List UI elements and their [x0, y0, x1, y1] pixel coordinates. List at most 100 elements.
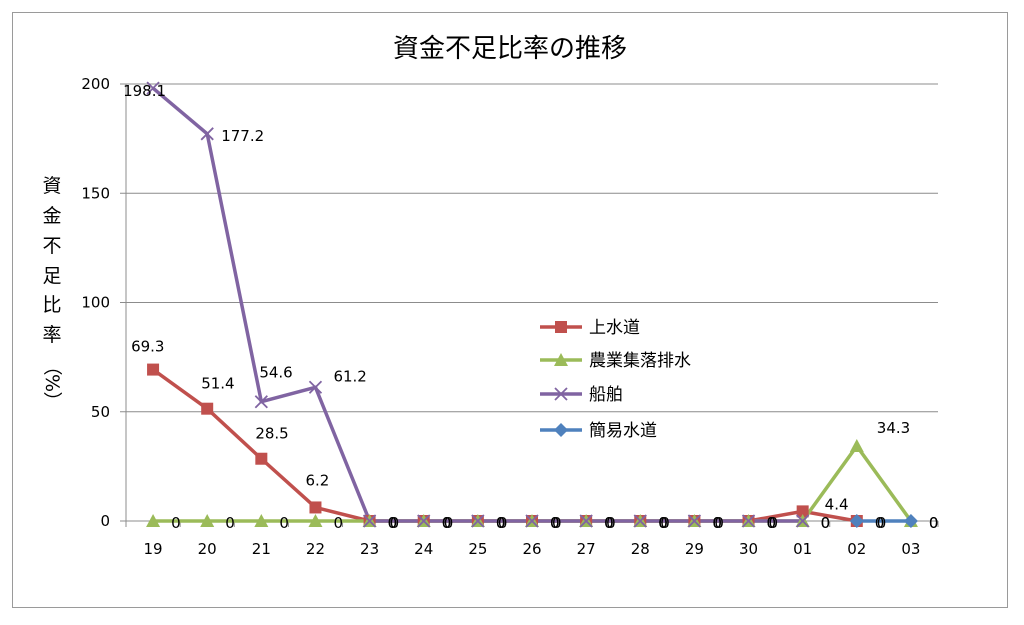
- marker-square: [555, 321, 567, 333]
- data-label: 0: [769, 514, 779, 532]
- data-label: 61.2: [333, 367, 366, 385]
- marker-diamond: [903, 514, 918, 528]
- data-label: 0: [496, 514, 506, 532]
- xtick-label-02: 02: [847, 540, 866, 558]
- data-label: 0: [604, 514, 614, 532]
- xtick-label-25: 25: [468, 540, 487, 558]
- ylabel-char: （: [41, 356, 63, 375]
- marker-square: [147, 363, 160, 376]
- xtick-label-28: 28: [631, 540, 650, 558]
- data-label: 177.2: [221, 127, 264, 145]
- chart-title: 資金不足比率の推移: [393, 34, 627, 64]
- marker-square: [309, 501, 322, 514]
- legend-label: 船舶: [589, 385, 623, 405]
- data-label: 0: [279, 514, 289, 532]
- marker-x: [687, 514, 702, 528]
- data-label: 0: [658, 514, 668, 532]
- data-label: 0: [712, 514, 722, 532]
- data-label: 28.5: [255, 425, 288, 443]
- x-axis-ticks: 19 20 21 22 23 24 25 26 27 28 29 30 01 02 03: [144, 540, 921, 558]
- data-label: 0: [821, 514, 831, 532]
- marker-diamond: [849, 514, 864, 528]
- data-label: 0: [714, 514, 724, 532]
- ylabel-char: 金: [42, 205, 61, 227]
- ytick-label-100: 100: [81, 294, 110, 312]
- data-label: 0: [658, 514, 668, 532]
- data-label: 0: [550, 514, 560, 532]
- legend-label: 上水道: [589, 318, 640, 338]
- data-label: 69.3: [131, 338, 164, 356]
- data-label: 0: [442, 514, 452, 532]
- legend-label: 簡易水道: [589, 421, 657, 441]
- data-label: 0: [225, 514, 235, 532]
- ylabel-char: ）: [41, 391, 63, 410]
- y-axis-ticks: 0 50 100 150 200: [81, 75, 110, 530]
- marker-square: [796, 505, 809, 518]
- marker-diamond: [554, 423, 568, 437]
- series-line-2: [151, 86, 803, 523]
- data-label: 0: [929, 514, 939, 532]
- xtick-label-01: 01: [793, 540, 812, 558]
- y-axis-label: 資金不足比率 （%）: [41, 175, 63, 411]
- xtick-label-19: 19: [144, 540, 163, 558]
- data-label: 0: [333, 514, 343, 532]
- data-label: 0: [875, 514, 885, 532]
- marker-x: [146, 81, 160, 95]
- marker-triangle: [146, 514, 161, 527]
- ylabel-char: 比: [42, 294, 61, 316]
- xtick-label-03: 03: [901, 540, 920, 558]
- marker-x: [254, 395, 268, 409]
- data-labels: 69.351.428.56.20 0 0 0 0 0 0 04.400 0 0 0 0 0 0 0 0 0 0 0 0…: [123, 82, 938, 532]
- data-label: 0: [498, 514, 508, 532]
- ytick-label-0: 0: [100, 512, 110, 530]
- xtick-label-27: 27: [577, 540, 596, 558]
- data-label: 0: [390, 514, 400, 532]
- marker-x: [633, 514, 647, 528]
- data-label: 0: [444, 514, 454, 532]
- xtick-label-29: 29: [685, 540, 704, 558]
- marker-x: [796, 514, 810, 528]
- data-label: 0: [388, 514, 398, 532]
- data-label: 0: [442, 514, 452, 532]
- ytick-label-200: 200: [81, 75, 110, 93]
- xtick-label-26: 26: [522, 540, 541, 558]
- marker-x: [362, 514, 377, 528]
- data-label: 34.3: [877, 419, 910, 437]
- ytick-label-50: 50: [91, 403, 110, 421]
- marker-square: [255, 452, 268, 465]
- data-label: 0: [604, 514, 614, 532]
- ylabel-char: %: [41, 374, 63, 392]
- ylabel-char: 不: [42, 235, 61, 257]
- data-label: 51.4: [201, 375, 234, 393]
- data-label: 198.1: [123, 82, 166, 100]
- series-markers: [146, 81, 918, 528]
- marker-x: [554, 387, 568, 401]
- data-label: 0: [552, 514, 562, 532]
- data-label: 0: [496, 514, 506, 532]
- xtick-label-20: 20: [198, 540, 217, 558]
- data-label: 0: [712, 514, 722, 532]
- ylabel-char: 足: [42, 265, 61, 287]
- xtick-label-23: 23: [360, 540, 379, 558]
- marker-x: [579, 514, 593, 528]
- xtick-label-24: 24: [414, 540, 433, 558]
- data-label: 4.4: [825, 495, 849, 513]
- xtick-label-22: 22: [306, 540, 325, 558]
- legend-label: 農業集落排水: [589, 351, 691, 371]
- data-label: 0: [877, 514, 887, 532]
- data-label: 0: [767, 514, 777, 532]
- ylabel-char: 資: [42, 175, 61, 197]
- data-label: 54.6: [259, 364, 292, 382]
- marker-x: [308, 380, 323, 394]
- marker-x: [200, 127, 214, 141]
- data-label: 0: [821, 514, 831, 532]
- data-label: 0: [171, 514, 181, 532]
- marker-x: [417, 514, 431, 528]
- ylabel-char: 率: [42, 324, 61, 346]
- marker-square: [201, 402, 214, 415]
- data-label: 0: [660, 514, 670, 532]
- marker-triangle: [200, 514, 215, 527]
- marker-triangle: [849, 439, 864, 453]
- data-label: 0: [929, 514, 939, 532]
- marker-x: [525, 514, 539, 528]
